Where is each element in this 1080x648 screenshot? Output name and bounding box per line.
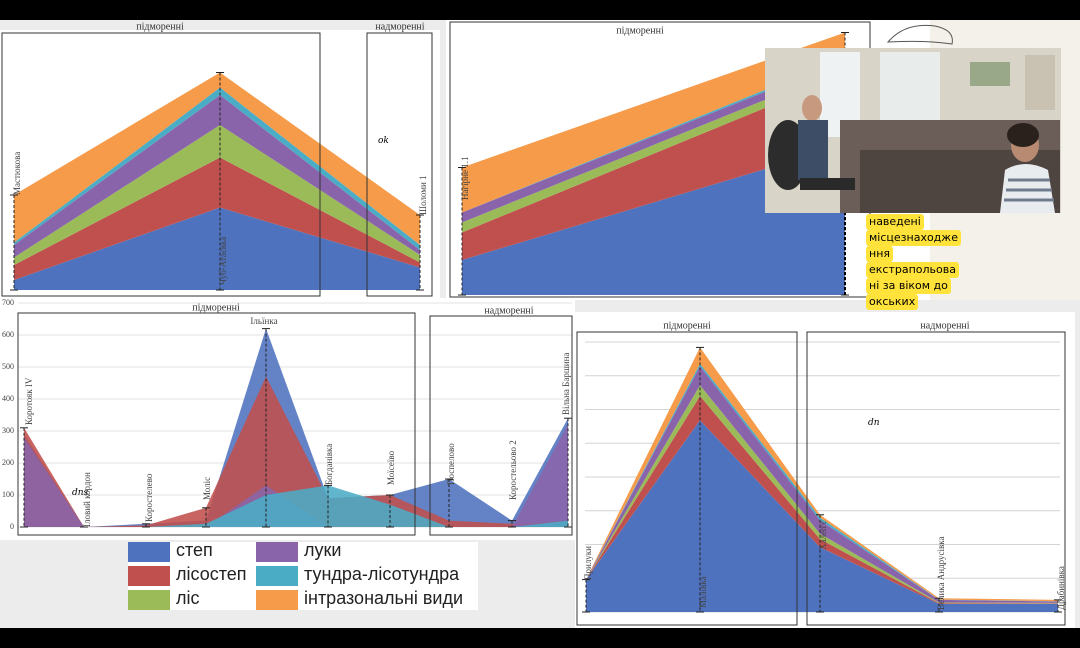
y-tick-label: 300 bbox=[2, 426, 14, 435]
y-tick-label: 400 bbox=[2, 394, 14, 403]
legend-swatch bbox=[256, 566, 298, 586]
category-label: Моїсеїво bbox=[386, 450, 396, 485]
chart: Мастюкова Чуб-Атаєвка Шоломи 1 підморенні на… bbox=[1, 21, 433, 297]
area bbox=[14, 125, 420, 265]
chart: Прилуки Малівка Халеп'є Велика Андрусівка Др… bbox=[576, 320, 1066, 626]
category-label: Іловий кордон bbox=[82, 472, 92, 527]
category-label: Нагірне 1.1 bbox=[460, 157, 470, 201]
area bbox=[586, 420, 1058, 612]
legend-item: степ bbox=[128, 540, 256, 562]
legend-label: ліс bbox=[176, 588, 200, 608]
annotation: ok bbox=[378, 136, 389, 146]
legend-item: лісостеп bbox=[128, 564, 256, 586]
chart: 0 100 200 300 400 500 600 700 Коротояк IV Іловий … bbox=[2, 298, 573, 536]
annotation: dns bbox=[72, 488, 89, 498]
y-tick-label: 600 bbox=[2, 330, 14, 339]
caption: наведені місцезнаходже ння екстрапольова ні … bbox=[866, 214, 961, 310]
legend-item: інтразональні види bbox=[256, 588, 478, 610]
category-label: Поспелово bbox=[446, 443, 456, 485]
y-tick-label: 0 bbox=[10, 522, 14, 531]
annotation: dn bbox=[868, 418, 880, 428]
legend-swatch bbox=[256, 542, 298, 562]
legend-label: тундра-лісотундра bbox=[304, 564, 460, 584]
y-tick-label: 700 bbox=[2, 298, 14, 307]
region-label: підморенні bbox=[136, 21, 184, 32]
area bbox=[24, 328, 568, 527]
category-label: Драбинівка bbox=[1056, 566, 1066, 610]
legend-swatch bbox=[128, 590, 170, 610]
category-label: Велика Андрусівка bbox=[936, 536, 946, 610]
webcam-video bbox=[765, 48, 1061, 213]
caption-line: місцезнаходже bbox=[866, 230, 961, 246]
area bbox=[24, 485, 568, 527]
chart: Нагірне 1.1 підморенні bbox=[449, 21, 871, 298]
area bbox=[462, 67, 845, 233]
area bbox=[14, 207, 420, 290]
category-label: Мастюкова bbox=[12, 152, 22, 195]
legend-label: луки bbox=[304, 540, 342, 560]
charts: Мастюкова Чуб-Атаєвка Шоломи 1 підморенні на… bbox=[1, 21, 1066, 626]
caption-line: екстрапольова bbox=[866, 262, 959, 278]
area bbox=[462, 32, 845, 213]
caption-line: наведені bbox=[866, 214, 924, 230]
legend-label: степ bbox=[176, 540, 213, 560]
caption-line: ння bbox=[866, 246, 894, 262]
area bbox=[462, 75, 845, 260]
caption-line: окських bbox=[866, 294, 919, 310]
y-tick-label: 100 bbox=[2, 490, 14, 499]
region-label: надморенні bbox=[920, 320, 969, 331]
y-tick-label: 200 bbox=[2, 458, 14, 467]
category-label: Малівка bbox=[698, 576, 708, 608]
region-box bbox=[429, 315, 573, 536]
caption-line: ні за віком до bbox=[866, 278, 951, 294]
legend-item: тундра-лісотундра bbox=[256, 564, 478, 586]
region-box bbox=[576, 331, 798, 626]
region-box bbox=[366, 32, 433, 297]
area bbox=[14, 72, 420, 245]
bottom-bar bbox=[0, 628, 1080, 648]
region-box bbox=[806, 331, 1066, 626]
area bbox=[14, 157, 420, 280]
region-label: підморенні bbox=[663, 320, 711, 331]
category-label: Коростельово 2 bbox=[508, 440, 518, 500]
region-label: надморенні bbox=[484, 305, 533, 316]
category-label: Вільна Баршина bbox=[561, 353, 571, 415]
legend: степ луки лісостеп тундра-лісотундра ліс інтр… bbox=[128, 540, 478, 610]
category-label: Коротояк IV bbox=[24, 377, 34, 425]
area bbox=[462, 60, 845, 223]
legend-item: ліс bbox=[128, 588, 256, 610]
region-label: підморенні bbox=[616, 25, 664, 36]
region-label: надморенні bbox=[375, 21, 424, 32]
area bbox=[462, 145, 845, 295]
legend-label: інтразональні види bbox=[304, 588, 464, 608]
category-label: Моліс bbox=[202, 477, 212, 500]
region-label: підморенні bbox=[192, 302, 240, 313]
legend-label: лісостеп bbox=[176, 564, 247, 584]
category-label: Прилуки bbox=[583, 546, 593, 580]
legend-swatch bbox=[128, 542, 170, 562]
top-bar bbox=[0, 0, 1080, 20]
category-label: Халеп'є bbox=[818, 521, 828, 550]
category-label: Богданівка bbox=[324, 444, 334, 485]
legend-item: луки bbox=[256, 540, 478, 562]
legend-swatch bbox=[128, 566, 170, 586]
category-label: Коростелево bbox=[144, 473, 154, 522]
category-label: Ільїнка bbox=[250, 316, 277, 326]
category-label: Чуб-Атаєвка bbox=[218, 237, 228, 285]
area bbox=[24, 376, 568, 527]
category-label: Шоломи 1 bbox=[418, 175, 428, 215]
y-tick-label: 500 bbox=[2, 362, 14, 371]
region-box bbox=[1, 32, 321, 297]
region-box bbox=[17, 312, 416, 536]
sketch bbox=[886, 24, 953, 45]
legend-swatch bbox=[256, 590, 298, 610]
